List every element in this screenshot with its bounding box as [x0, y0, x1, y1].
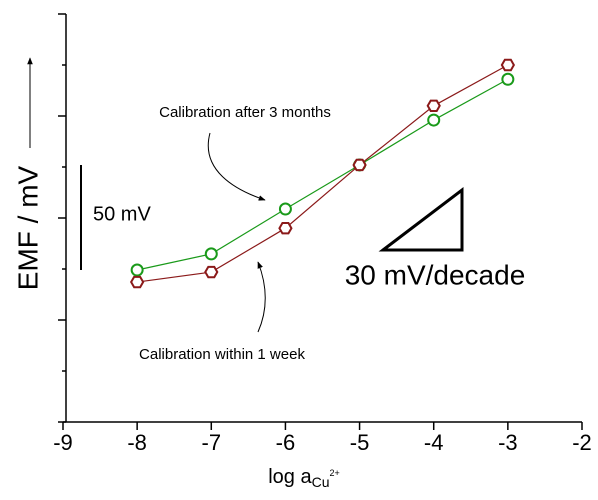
slope-label: 30 mV/decade	[345, 259, 526, 290]
x-tick-label: -5	[350, 430, 370, 455]
annotation-arrow	[207, 132, 266, 201]
x-tick-label: -4	[424, 430, 444, 455]
series-annotation: Calibration within 1 week	[139, 346, 305, 363]
x-label-sup: 2+	[330, 468, 340, 478]
data-point	[426, 99, 441, 112]
data-point	[500, 58, 516, 72]
data-point	[204, 265, 219, 279]
x-tick-label: -7	[202, 430, 222, 455]
data-point	[352, 158, 367, 172]
data-point	[204, 247, 218, 261]
series-annotation: Calibration after 3 months	[159, 104, 331, 121]
data-point	[278, 202, 292, 216]
data-point	[130, 263, 144, 277]
data-point	[501, 72, 515, 86]
series-line	[137, 64, 509, 283]
data-point	[278, 222, 293, 235]
data-point	[129, 275, 145, 289]
x-tick-label: -3	[498, 430, 518, 455]
x-tick-label: -9	[53, 430, 73, 455]
series-line	[137, 78, 509, 271]
y-axis-label: EMF / mV	[12, 165, 43, 290]
data-point	[427, 113, 441, 127]
x-axis-label: log aCu2+	[268, 466, 340, 489]
scale-bar-label: 50 mV	[93, 203, 151, 225]
annotation-arrow	[257, 261, 266, 333]
slope-triangle	[378, 186, 464, 252]
x-label-sub: Cu	[312, 474, 330, 490]
x-tick-label: -8	[127, 430, 147, 455]
x-label-main: log a	[268, 466, 312, 488]
x-tick-label: -2	[572, 430, 592, 455]
x-tick-label: -6	[276, 430, 296, 455]
